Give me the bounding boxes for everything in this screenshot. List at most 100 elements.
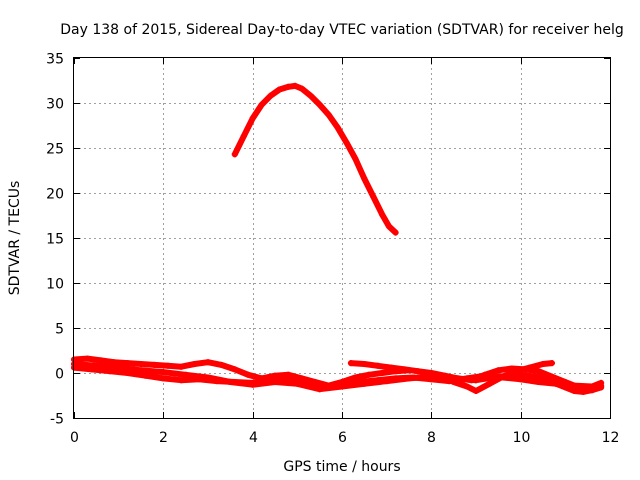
data-point: [178, 377, 185, 384]
data-point: [205, 359, 211, 366]
data-point: [468, 377, 475, 384]
y-tick-label: 0: [55, 367, 64, 383]
data-point: [142, 372, 149, 379]
data-point: [580, 388, 587, 395]
data-point: [464, 383, 471, 390]
data-point: [428, 370, 435, 376]
data-point: [231, 366, 238, 373]
data-point: [249, 381, 256, 388]
data-point: [182, 371, 189, 378]
data-point: [379, 370, 386, 376]
x-tick-label: 4: [249, 430, 258, 446]
data-point: [535, 368, 542, 375]
data-point: [481, 371, 488, 378]
data-point: [361, 361, 368, 367]
data-point: [414, 368, 421, 375]
data-point: [294, 380, 301, 387]
data-point: [486, 380, 493, 387]
data-point: [401, 366, 408, 373]
data-point: [160, 375, 167, 382]
data-series: [71, 82, 605, 395]
y-tick-label: 25: [46, 142, 64, 158]
data-point: [93, 362, 100, 369]
y-axis-label: SDTVAR / TECUs: [7, 181, 23, 296]
data-point: [164, 362, 171, 369]
data-point: [361, 380, 368, 387]
x-tick-label: 0: [70, 430, 79, 446]
data-point: [138, 367, 144, 374]
y-tick-label: 15: [46, 232, 64, 248]
data-point: [138, 361, 144, 367]
data-point: [240, 133, 247, 140]
data-point: [285, 83, 292, 90]
data-point: [160, 369, 167, 376]
data-point: [370, 193, 377, 200]
series-trace: [437, 360, 555, 394]
data-point: [437, 373, 444, 380]
data-point: [553, 380, 560, 387]
data-point: [111, 359, 118, 366]
data-point: [347, 360, 354, 367]
data-point: [307, 92, 314, 99]
data-point: [499, 373, 506, 380]
data-point: [513, 368, 520, 375]
x-tick-label: 6: [338, 430, 347, 446]
data-point: [562, 384, 569, 391]
data-point: [249, 115, 256, 122]
data-point: [285, 371, 292, 378]
data-point: [84, 355, 91, 362]
data-point: [343, 139, 350, 146]
data-point: [178, 363, 185, 370]
series-low-5: [437, 360, 555, 394]
data-point: [339, 383, 345, 390]
data-point: [406, 375, 412, 382]
x-axis-label: GPS time / hours: [283, 459, 400, 475]
y-tick-label: -5: [50, 412, 64, 428]
data-point: [388, 364, 395, 371]
data-point: [598, 384, 605, 391]
data-point: [361, 175, 368, 182]
chart-title: Day 138 of 2015, Sidereal Day-to-day VTE…: [60, 22, 623, 38]
data-point: [352, 155, 359, 162]
data-point: [227, 379, 234, 385]
data-point: [495, 367, 502, 374]
data-point: [374, 362, 381, 369]
data-point: [316, 386, 323, 393]
data-point: [365, 371, 372, 378]
data-point: [292, 82, 299, 89]
data-point: [540, 361, 546, 367]
data-point: [548, 360, 555, 367]
data-point: [535, 379, 542, 385]
data-point: [115, 364, 122, 371]
data-point: [325, 111, 332, 118]
data-point: [379, 211, 386, 218]
data-point: [473, 388, 479, 394]
data-point: [562, 379, 569, 385]
data-point: [205, 374, 211, 381]
data-point: [272, 372, 278, 379]
y-tick-label: 10: [46, 277, 64, 293]
y-tick-label: 20: [46, 187, 64, 203]
data-point: [245, 371, 252, 378]
y-tick-label: 30: [46, 97, 64, 113]
data-point: [526, 364, 533, 371]
series-arc-high: [231, 82, 399, 236]
data-point: [548, 373, 555, 380]
data-point: [218, 361, 225, 368]
x-tick-label: 8: [427, 430, 436, 446]
plot-frame: [73, 57, 611, 419]
data-point: [272, 379, 278, 385]
data-point: [316, 101, 323, 108]
data-point: [385, 223, 392, 230]
data-point: [352, 374, 359, 381]
y-tick-label: 35: [46, 52, 64, 68]
data-point: [97, 357, 104, 364]
y-tick-label: 5: [55, 322, 64, 338]
x-tick-label: 10: [513, 430, 531, 446]
data-point: [589, 387, 596, 394]
series-trace: [231, 82, 399, 236]
data-point: [124, 360, 131, 367]
data-point: [298, 85, 305, 92]
data-point: [231, 151, 238, 158]
